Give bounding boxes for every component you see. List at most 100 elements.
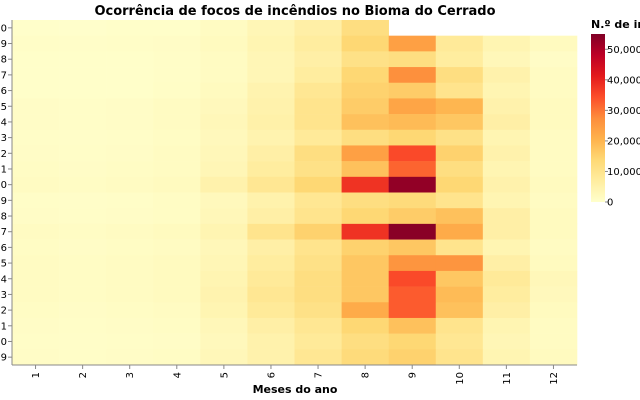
- heatmap-cell: [12, 349, 60, 366]
- heatmap-cell: [294, 145, 342, 162]
- heatmap-cell: [153, 270, 201, 287]
- y-tick-label: 00: [0, 337, 7, 348]
- heatmap-cell: [482, 82, 531, 99]
- heatmap-cell: [200, 302, 248, 319]
- heatmap-cell: [59, 35, 107, 52]
- heatmap-cell: [200, 349, 248, 366]
- heatmap-cell: [59, 67, 107, 84]
- heatmap-cell: [482, 98, 531, 115]
- legend-tick-label: 10,000: [607, 167, 640, 178]
- heatmap-cell: [435, 270, 484, 287]
- heatmap-cell: [294, 82, 342, 99]
- legend-tick-label: 50,000: [607, 45, 640, 56]
- heatmap-cell: [200, 223, 248, 240]
- heatmap-cell: [294, 223, 342, 240]
- heatmap-cell: [153, 286, 201, 303]
- heatmap-cell: [247, 223, 295, 240]
- heatmap-cell: [59, 129, 107, 146]
- heatmap-cell: [59, 333, 107, 350]
- heatmap-cell: [59, 270, 107, 287]
- heatmap-cell: [12, 286, 60, 303]
- heatmap-cell: [12, 35, 60, 52]
- heatmap-cell: [153, 317, 201, 334]
- heatmap-cell: [106, 35, 154, 52]
- heatmap-cell: [106, 192, 154, 209]
- heatmap-cell: [529, 129, 578, 146]
- heatmap-cell: [341, 208, 389, 225]
- heatmap-cell: [294, 192, 342, 209]
- heatmap-cell: [529, 67, 578, 84]
- heatmap-cell: [388, 302, 437, 319]
- heatmap-cell: [482, 317, 531, 334]
- heatmap-cell: [529, 349, 578, 366]
- heatmap-cell: [435, 145, 484, 162]
- heatmap-cell: [388, 51, 437, 68]
- heatmap-cell: [247, 145, 295, 162]
- heatmap-cell: [153, 67, 201, 84]
- heatmap-cell: [435, 192, 484, 209]
- legend-tick-label: 40,000: [607, 75, 640, 86]
- heatmap-cell: [153, 145, 201, 162]
- heatmap-cell: [341, 98, 389, 115]
- y-tick-label: 14: [0, 117, 7, 128]
- x-tick-label: 11: [502, 372, 513, 385]
- heatmap-cell: [200, 286, 248, 303]
- heatmap-cell: [12, 98, 60, 115]
- heatmap-cell: [294, 255, 342, 272]
- heatmap-cell: [435, 176, 484, 193]
- heatmap-cell: [106, 145, 154, 162]
- y-tick-label: 04: [0, 274, 7, 285]
- y-tick-label: 03: [0, 290, 7, 301]
- heatmap-cell: [200, 98, 248, 115]
- x-tick-label: 4: [172, 372, 183, 378]
- heatmap-cell: [12, 317, 60, 334]
- heatmap-cell: [341, 286, 389, 303]
- heatmap-cell: [247, 114, 295, 131]
- heatmap-cell: [341, 145, 389, 162]
- heatmap-cell: [482, 286, 531, 303]
- heatmap-cell: [435, 98, 484, 115]
- heatmap-cells: [12, 20, 578, 366]
- heatmap-cell: [388, 208, 437, 225]
- heatmap-cell: [435, 35, 484, 52]
- heatmap-cell: [341, 82, 389, 99]
- heatmap-cell: [247, 349, 295, 366]
- heatmap-cell: [12, 270, 60, 287]
- heatmap-cell: [435, 223, 484, 240]
- chart-title: Ocorrência de focos de incêndios no Biom…: [94, 4, 495, 19]
- heatmap-cell: [435, 208, 484, 225]
- y-tick-label: 13: [0, 133, 7, 144]
- legend-title: N.º de ince: [591, 18, 640, 31]
- x-tick-label: 8: [361, 372, 372, 378]
- heatmap-cell: [341, 270, 389, 287]
- heatmap-cell: [435, 239, 484, 256]
- heatmap-cell: [482, 270, 531, 287]
- heatmap-cell: [59, 255, 107, 272]
- heatmap-cell: [247, 317, 295, 334]
- heatmap-cell: [12, 223, 60, 240]
- heatmap-cell: [247, 176, 295, 193]
- heatmap-cell: [106, 82, 154, 99]
- heatmap-cell: [529, 114, 578, 131]
- heatmap-cell: [153, 223, 201, 240]
- y-tick-label: 16: [0, 86, 7, 97]
- x-axis-title: Meses do ano: [253, 383, 338, 396]
- heatmap-cell: [106, 317, 154, 334]
- heatmap-cell: [59, 317, 107, 334]
- heatmap-cell: [294, 239, 342, 256]
- heatmap-cell: [12, 129, 60, 146]
- y-tick-label: 18: [0, 55, 7, 66]
- heatmap-cell: [482, 255, 531, 272]
- heatmap-cell: [247, 286, 295, 303]
- heatmap-cell: [12, 145, 60, 162]
- heatmap-cell: [153, 333, 201, 350]
- heatmap-cell: [388, 317, 437, 334]
- heatmap-cell: [12, 51, 60, 68]
- heatmap-cell: [200, 239, 248, 256]
- x-tick-label: 10: [455, 372, 466, 385]
- heatmap-cell: [106, 176, 154, 193]
- heatmap-cell: [247, 333, 295, 350]
- y-axis: 20 19 18 17 16 15 14 13 12 11 10 09 08 07 06 05 04 03 02 01…: [0, 20, 13, 365]
- y-tick-label: 17: [0, 70, 7, 81]
- heatmap-cell: [59, 20, 107, 36]
